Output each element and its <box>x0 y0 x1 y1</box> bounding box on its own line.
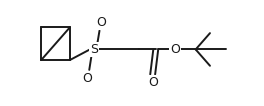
Text: O: O <box>97 16 106 29</box>
Text: O: O <box>170 43 180 56</box>
Text: O: O <box>82 72 92 84</box>
Text: O: O <box>148 76 158 89</box>
Text: S: S <box>90 43 98 56</box>
